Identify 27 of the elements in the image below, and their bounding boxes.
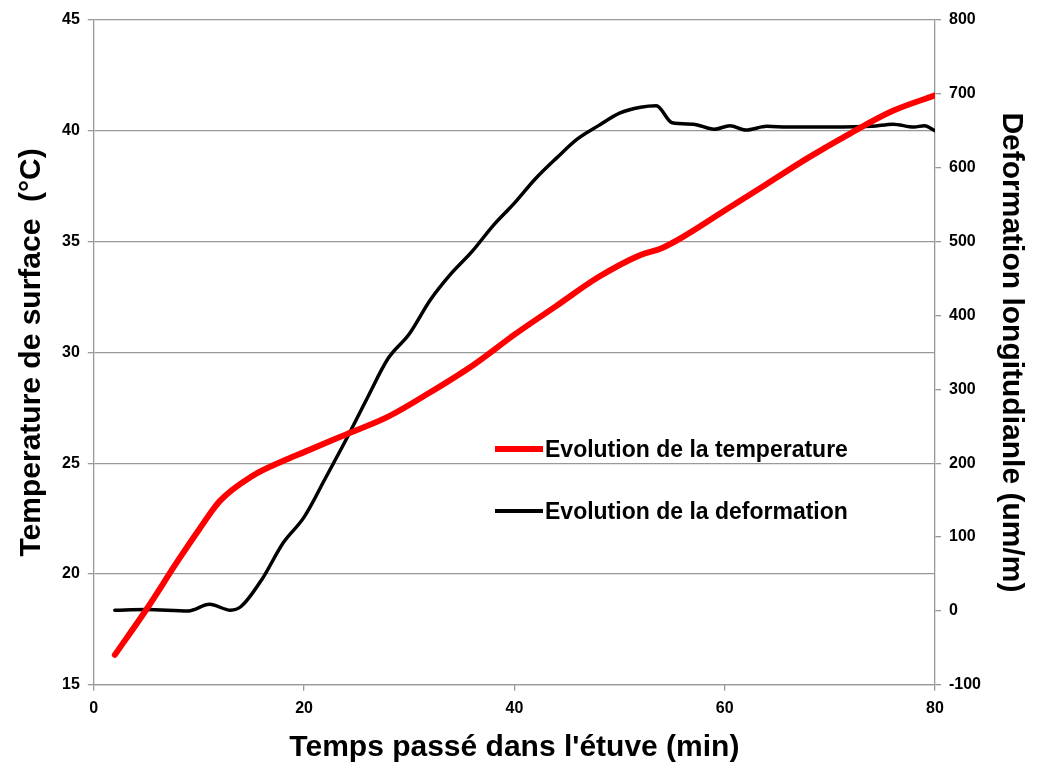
y-tick-label: 25	[62, 453, 80, 471]
y-tick-label: 45	[62, 10, 80, 28]
y-tick-label: 20	[62, 564, 80, 582]
y2-tick-label: 200	[948, 453, 976, 471]
y2-axis-title: Deformation longitudianle (um/m)	[996, 112, 1030, 593]
y2-tick-label: 400	[948, 305, 976, 323]
legend-label: Evolution de la deformation	[545, 497, 848, 525]
y2-tick-label: 0	[948, 601, 958, 619]
x-tick-label: 40	[505, 698, 524, 716]
y-axis-title: Temperature de surface (°C)	[13, 148, 47, 557]
y-tick-label: 30	[62, 342, 80, 360]
y-tick-label: 15	[62, 675, 80, 693]
y2-tick-label: 300	[948, 379, 976, 397]
y2-tick-label: 700	[948, 84, 976, 102]
x-tick-label: 60	[715, 698, 734, 716]
legend-label: Evolution de la temperature	[545, 435, 848, 463]
x-tick-label: 0	[89, 698, 99, 716]
y2-tick-label: 800	[948, 10, 976, 28]
y2-tick-label: 600	[948, 158, 976, 176]
x-axis-title: Temps passé dans l'étuve (min)	[289, 729, 740, 763]
x-tick-label: 20	[295, 698, 314, 716]
y-tick-label: 35	[62, 232, 80, 250]
y2-tick-label: 500	[948, 232, 976, 250]
x-tick-label: 80	[926, 698, 944, 716]
y2-tick-label: -100	[948, 675, 982, 693]
y-tick-label: 40	[62, 121, 80, 139]
y2-tick-label: 100	[948, 527, 976, 545]
